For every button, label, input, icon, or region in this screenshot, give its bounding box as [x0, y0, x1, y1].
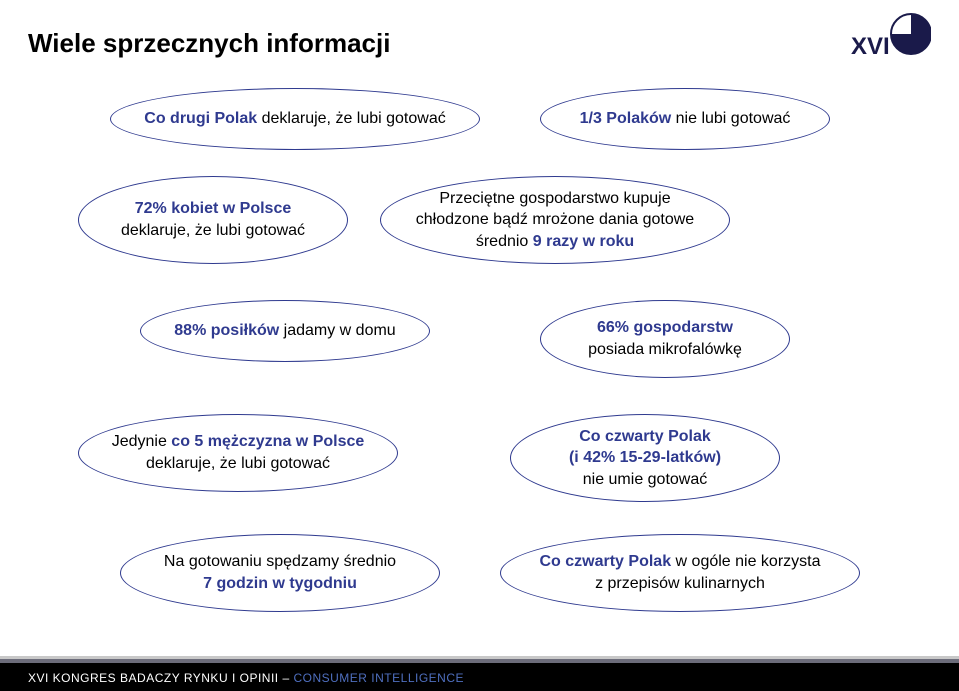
fact-bubble-6: 66% gospodarstw posiada mikrofalówkę: [540, 300, 790, 378]
highlight: 7 godzin w tygodniu: [203, 575, 357, 592]
fact-bubble-4: Przeciętne gospodarstwo kupuje chłodzone…: [380, 176, 730, 264]
footer: XVI KONGRES BADACZY RYNKU I OPINII – CON…: [0, 653, 959, 691]
fact-bubble-9: Na gotowaniu spędzamy średnio 7 godzin w…: [120, 534, 440, 612]
text: deklaruje, że lubi gotować: [121, 222, 305, 239]
footer-ci: CONSUMER INTELLIGENCE: [293, 671, 464, 685]
text: Na gotowaniu spędzamy średnio: [164, 553, 396, 570]
highlight: 1/3 Polaków: [580, 110, 672, 127]
page-title: Wiele sprzecznych informacji: [28, 28, 390, 59]
text: chłodzone bądź mrożone dania gotowe: [416, 211, 694, 228]
fact-bubble-5: 88% posiłków jadamy w domu: [140, 300, 430, 362]
footer-left: XVI KONGRES BADACZY RYNKU I OPINII –: [28, 671, 293, 685]
fact-bubble-3: 72% kobiet w Polsce deklaruje, że lubi g…: [78, 176, 348, 264]
highlight: 72% kobiet w Polsce: [135, 200, 292, 217]
highlight: Co czwarty Polak: [539, 553, 671, 570]
fact-bubble-2: 1/3 Polaków nie lubi gotować: [540, 88, 830, 150]
text: deklaruje, że lubi gotować: [146, 455, 330, 472]
text: deklaruje, że lubi gotować: [257, 110, 446, 127]
text: jadamy w domu: [279, 322, 396, 339]
text: Jedynie: [112, 433, 172, 450]
highlight: 9 razy w roku: [533, 233, 634, 250]
highlight: Co czwarty Polak: [579, 428, 711, 445]
text: posiada mikrofalówkę: [588, 341, 742, 358]
text: nie lubi gotować: [671, 110, 790, 127]
highlight: co 5 mężczyzna w Polsce: [171, 433, 364, 450]
text: z przepisów kulinarnych: [595, 575, 765, 592]
highlight: 88% posiłków: [174, 322, 279, 339]
text: nie umie gotować: [583, 471, 708, 488]
fact-bubble-1: Co drugi Polak deklaruje, że lubi gotowa…: [110, 88, 480, 150]
logo-xvi: XVI: [851, 10, 931, 60]
text: w ogóle nie korzysta: [671, 553, 820, 570]
highlight: (i 42% 15-29-latków): [569, 449, 721, 466]
slide: Wiele sprzecznych informacji XVI Co drug…: [0, 0, 959, 691]
logo-text: XVI: [851, 33, 890, 60]
fact-bubble-8: Co czwarty Polak (i 42% 15-29-latków) ni…: [510, 414, 780, 502]
footer-text: XVI KONGRES BADACZY RYNKU I OPINII – CON…: [28, 671, 464, 685]
highlight: Co drugi Polak: [144, 110, 257, 127]
text: średnio: [476, 233, 533, 250]
fact-bubble-7: Jedynie co 5 mężczyzna w Polsce deklaruj…: [78, 414, 398, 492]
fact-bubble-10: Co czwarty Polak w ogóle nie korzysta z …: [500, 534, 860, 612]
text: Przeciętne gospodarstwo kupuje: [439, 190, 670, 207]
highlight: 66% gospodarstw: [597, 319, 733, 336]
